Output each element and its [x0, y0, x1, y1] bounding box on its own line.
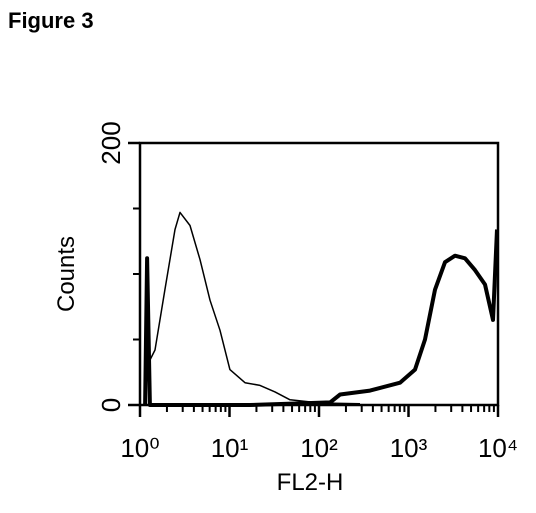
y-tick-label: 200: [96, 121, 126, 164]
x-tick-label: 10⁰: [120, 433, 159, 463]
y-axis-label: Counts: [53, 236, 80, 312]
plot-frame: [138, 141, 500, 407]
x-tick-label: 10⁴: [478, 433, 518, 463]
x-axis-label: FL2-H: [277, 469, 344, 496]
y-tick-label: 0: [96, 398, 126, 412]
figure-title: Figure 3: [8, 8, 94, 33]
x-tick-label: 10²: [300, 433, 338, 463]
data-line: [144, 211, 361, 405]
data-line: [143, 229, 499, 407]
x-tick-label: 10¹: [211, 433, 249, 463]
x-tick-label: 10³: [390, 433, 428, 463]
